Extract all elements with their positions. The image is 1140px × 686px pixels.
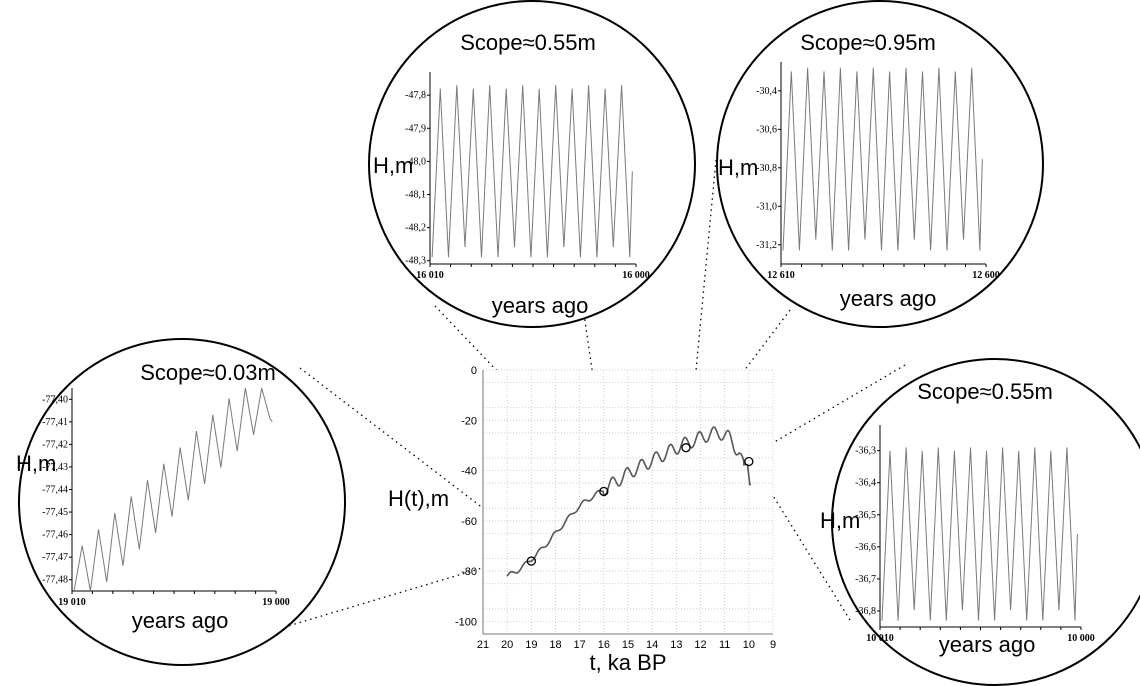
main-y-axis-label: H(t),m <box>388 486 449 511</box>
inset-x-tick-label: 19 010 <box>58 597 86 608</box>
inset-x-tick-label: 12 610 <box>767 270 795 281</box>
inset-title: Scope≈0.95m <box>800 30 936 55</box>
inset-y-tick-label: -36,8 <box>855 606 876 617</box>
inset-y-tick-label: -48,3 <box>405 256 426 267</box>
inset-title: Scope≈0.03m <box>140 360 276 385</box>
inset-y-tick-label: -77,40 <box>42 394 68 405</box>
inset-title: Scope≈0.55m <box>460 30 596 55</box>
inset-y-tick-label: -36,3 <box>855 446 876 457</box>
main-markers <box>526 443 754 566</box>
inset-y-axis-label: H,m <box>373 153 413 178</box>
inset-x-tick-label: 10 010 <box>866 633 894 644</box>
inset-y-tick-label: -36,7 <box>855 574 876 585</box>
inset-16000: Scope≈0.55m H,m years ago -47,8 -47,9 -48,… <box>368 0 696 328</box>
zoom-marker <box>599 486 609 497</box>
inset-10000: Scope≈0.55m H,m years ago -36,3-36,4-36,… <box>820 358 1140 686</box>
zoom-marker <box>744 456 754 467</box>
inset-y-tick-label: -36,4 <box>855 478 876 489</box>
inset-y-tick-label: -48,2 <box>405 223 426 234</box>
inset-y-tick-label: -30,8 <box>756 163 777 174</box>
inset-x-tick-label: 12 600 <box>972 270 1000 281</box>
inset-x-tick-label: 16 000 <box>622 270 650 281</box>
inset-y-tick-label: -77,45 <box>42 507 68 518</box>
inset-circle <box>18 338 346 666</box>
x-tick-label: 13 <box>670 639 682 651</box>
x-tick-label: 15 <box>622 639 634 651</box>
inset-y-tick-label: -36,5 <box>855 510 876 521</box>
inset-19000: Scope≈0.03m H,m years ago -77,40-77,41-7… <box>16 338 346 666</box>
main-axes <box>482 370 773 635</box>
y-tick-label: -20 <box>461 415 477 427</box>
inset-x-axis-label: years ago <box>492 293 589 318</box>
y-tick-label: -60 <box>461 516 477 528</box>
inset-series-line <box>881 447 1078 621</box>
inset-plot: -77,40 -77,41 -77,42 -77,43 -77,44 -77,45 -77,… <box>42 387 290 608</box>
connector-line <box>299 367 540 552</box>
x-tick-label: 19 <box>525 639 537 651</box>
x-tick-label: 11 <box>719 639 730 651</box>
inset-y-tick-label: -36,6 <box>855 542 876 553</box>
inset-x-tick-label: 10 000 <box>1067 633 1095 644</box>
x-tick-label: 16 <box>598 639 610 651</box>
inset-y-tick-label: -31,2 <box>756 240 777 251</box>
inset-y-tick-label: -31,0 <box>756 201 777 212</box>
inset-circle <box>716 0 1044 328</box>
inset-x-axis-label: years ago <box>840 286 937 311</box>
main-tick-labels: 21 20 19 18 17 16 15 14 13 12 11 10 9 0 -20 -40 -60 -80 -1… <box>455 365 776 651</box>
inset-y-axis-label: H,m <box>820 508 860 533</box>
inset-x-axis-label: years ago <box>132 608 229 633</box>
main-series-line <box>506 426 751 577</box>
y-tick-label: -80 <box>461 566 477 578</box>
inset-y-tick-label: -47,8 <box>405 90 426 101</box>
x-tick-label: 10 <box>743 639 755 651</box>
inset-y-axis-label: H,m <box>718 155 758 180</box>
inset-y-tick-label: -47,9 <box>405 123 426 134</box>
x-tick-label: 14 <box>646 639 658 651</box>
y-tick-label: -100 <box>455 616 477 628</box>
x-tick-label: 21 <box>477 639 489 651</box>
inset-y-tick-label: -48,1 <box>405 189 426 200</box>
inset-plot: -30,4 -30,6 -30,8 -31,0 -31,2 12 610 12 600 <box>756 62 1000 281</box>
x-tick-label: 18 <box>549 639 561 651</box>
y-tick-label: 0 <box>471 365 477 377</box>
zoom-marker <box>526 556 536 566</box>
inset-title: Scope≈0.55m <box>917 379 1053 404</box>
inset-y-tick-label: -30,4 <box>756 86 777 97</box>
main-chart: 21 20 19 18 17 16 15 14 13 12 11 10 9 0 -20 -40 -60 -80 -1… <box>388 365 776 675</box>
zoom-marker <box>681 443 691 453</box>
inset-12600: Scope≈0.95m H,m years ago -30,4-30,6-30,… <box>716 0 1044 328</box>
inset-x-axis-label: years ago <box>939 632 1036 657</box>
inset-y-tick-label: -77,47 <box>42 552 68 563</box>
inset-y-tick-label: -77,46 <box>42 530 68 541</box>
x-tick-label: 9 <box>770 639 776 651</box>
inset-series-line <box>73 387 273 592</box>
x-tick-label: 17 <box>574 639 586 651</box>
inset-y-tick-label: -77,48 <box>42 575 68 586</box>
inset-x-tick-label: 16 010 <box>416 270 444 281</box>
y-tick-label: -40 <box>461 466 477 478</box>
inset-y-tick-label: -77,43 <box>42 462 68 473</box>
inset-series-line <box>782 67 983 251</box>
inset-circle <box>831 358 1140 686</box>
inset-plot: -36,3 -36,4 -36,5 -36,6 -36,7 -36,8 10 010 10 0… <box>855 425 1095 644</box>
x-tick-label: 12 <box>694 639 706 651</box>
inset-plot: -47,8 -47,9 -48,0 -48,1 -48,2 -48,3 16 010 16 0… <box>405 72 650 281</box>
inset-y-tick-label: -77,41 <box>42 417 68 428</box>
inset-y-axis-label: H,m <box>16 451 56 476</box>
inset-y-tick-label: -30,6 <box>756 124 777 135</box>
inset-y-tick-label: -48,0 <box>405 156 426 167</box>
x-tick-label: 20 <box>501 639 513 651</box>
inset-series-line <box>431 85 633 258</box>
main-x-axis-label: t, ka BP <box>589 650 666 675</box>
inset-x-tick-label: 19 000 <box>262 597 290 608</box>
inset-y-tick-label: -77,42 <box>42 439 68 450</box>
inset-y-tick-label: -77,44 <box>42 485 68 496</box>
